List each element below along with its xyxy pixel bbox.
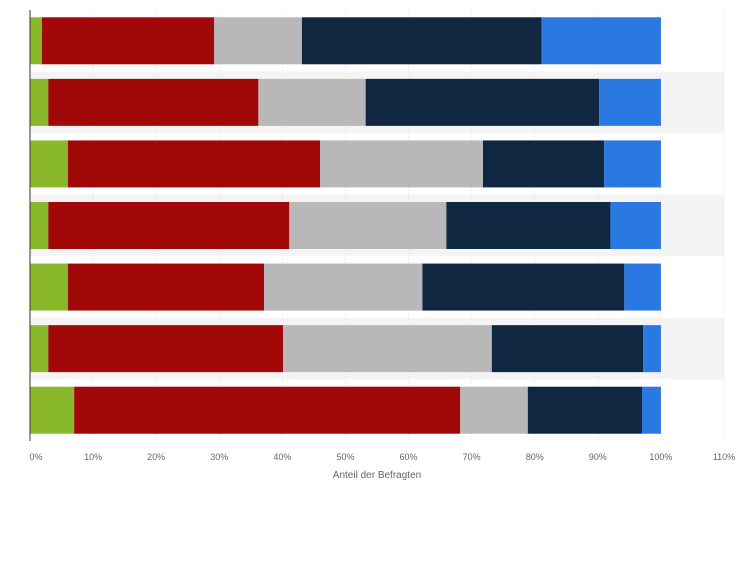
bar-segment-row4-series2[interactable]: [48, 202, 290, 249]
bar-segment-row1-series5[interactable]: [541, 17, 661, 65]
bar-segment-row6-series3[interactable]: [282, 325, 492, 373]
x-tick-label: 100%: [649, 452, 672, 462]
bar-segment-row5-series3[interactable]: [264, 263, 423, 311]
bar-segment-row3-series4[interactable]: [482, 140, 605, 188]
bar-segment-row7-series2[interactable]: [74, 386, 461, 434]
bar-segment-row5-series1[interactable]: [30, 263, 68, 311]
x-tick-label: 80%: [526, 452, 544, 462]
bar-segment-row4-series1[interactable]: [30, 202, 49, 249]
x-tick-label: 60%: [400, 452, 418, 462]
x-tick-label: 10%: [84, 452, 102, 462]
bar-segment-row1-series3[interactable]: [214, 17, 302, 65]
bar-segment-row2-series3[interactable]: [258, 78, 366, 126]
bar-segment-row7-series3[interactable]: [460, 386, 528, 434]
bar-segment-row6-series5[interactable]: [643, 325, 661, 373]
bar-segment-row5-series4[interactable]: [422, 263, 625, 311]
bar-segment-row3-series1[interactable]: [30, 140, 68, 188]
bar-segment-row3-series2[interactable]: [67, 140, 321, 188]
bar-segment-row6-series2[interactable]: [48, 325, 283, 373]
bar-segment-row5-series2[interactable]: [67, 263, 265, 311]
x-tick-label: 70%: [463, 452, 481, 462]
bar-segment-row1-series4[interactable]: [301, 17, 542, 65]
bar-segment-row1-series1[interactable]: [30, 17, 42, 65]
bar-segment-row2-series2[interactable]: [48, 78, 259, 126]
bar-segment-row4-series3[interactable]: [289, 202, 447, 249]
bar-segment-row3-series3[interactable]: [320, 140, 483, 188]
bar-segment-row7-series1[interactable]: [30, 386, 75, 434]
x-tick-label: 110%: [713, 452, 735, 462]
bar-segment-row4-series5[interactable]: [610, 202, 661, 249]
x-tick-label: 40%: [273, 452, 291, 462]
x-axis-label: Anteil der Befragten: [333, 470, 421, 481]
x-tick-label: 0%: [29, 452, 42, 462]
bar-segment-row1-series2[interactable]: [41, 17, 215, 65]
bar-segment-row6-series1[interactable]: [30, 325, 49, 373]
bar-segment-row6-series4[interactable]: [491, 325, 644, 373]
bar-segment-row2-series1[interactable]: [30, 78, 49, 126]
x-tick-label: 30%: [210, 452, 228, 462]
bars: [30, 17, 661, 434]
x-tick-label: 90%: [589, 452, 607, 462]
x-tick-labels: 0% 10% 20% 30% 40% 50% 60% 70% 80% 90% 100% 110%: [29, 452, 735, 462]
bar-segment-row7-series5[interactable]: [641, 386, 661, 434]
bar-segment-row2-series5[interactable]: [599, 78, 661, 126]
x-tick-label: 50%: [336, 452, 354, 462]
bar-segment-row3-series5[interactable]: [604, 140, 661, 188]
bar-segment-row5-series5[interactable]: [624, 263, 661, 311]
x-tick-label: 20%: [147, 452, 165, 462]
bar-segment-row7-series4[interactable]: [527, 386, 642, 434]
bar-segment-row2-series4[interactable]: [365, 78, 600, 126]
bar-segment-row4-series4[interactable]: [446, 202, 611, 249]
